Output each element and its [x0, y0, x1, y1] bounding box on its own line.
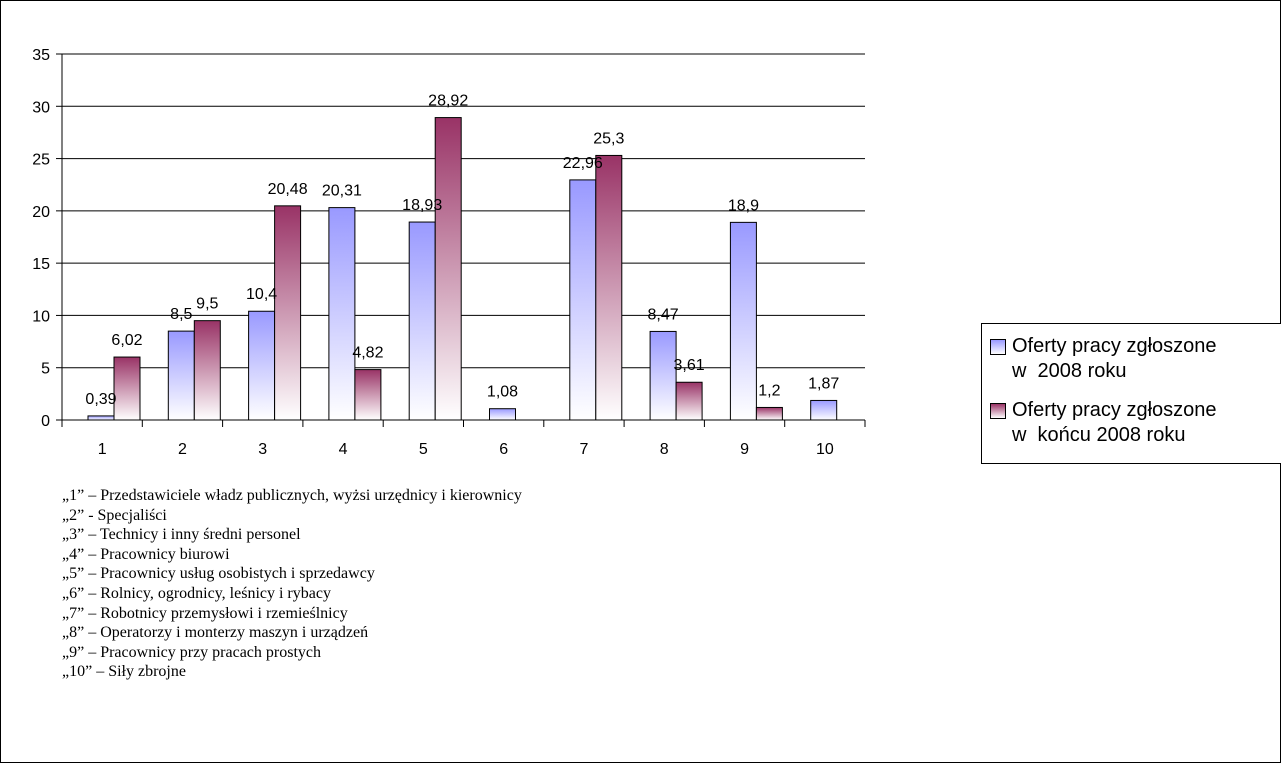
note-line-2: „2” - Specjaliści	[62, 506, 167, 524]
data-label-series-2-category-7: 25,3	[593, 130, 624, 147]
x-tick-label-9: 9	[740, 441, 749, 458]
bar-series-2-category-4	[354, 369, 382, 421]
note-line-4: „4” – Pracownicy biurowi	[62, 545, 230, 563]
x-tick-label-3: 3	[258, 441, 267, 458]
data-label-series-1-category-4: 20,31	[322, 183, 362, 200]
note-line-5: „5” – Pracownicy usług osobistych i sprz…	[62, 565, 375, 583]
category-notes: „1” – Przedstawiciele władz publicznych,…	[62, 486, 522, 682]
bar-series-2-category-1	[113, 356, 141, 421]
bar-series-2-category-3	[274, 205, 302, 421]
data-label-series-2-category-3: 20,48	[268, 181, 308, 198]
data-label-series-1-category-10: 1,87	[808, 375, 839, 392]
x-tick-label-10: 10	[816, 441, 834, 458]
legend-entry-series-1: Oferty pracy zgłoszone w 2008 roku	[990, 334, 1272, 384]
data-label-series-2-category-4: 4,82	[352, 345, 383, 362]
data-label-series-2-category-2: 9,5	[196, 296, 218, 313]
bar-series-1-category-10	[810, 399, 838, 421]
legend-label-series-2-line-2: w końcu 2008 roku	[1012, 424, 1186, 446]
x-tick-label-8: 8	[660, 441, 669, 458]
bar-series-1-category-4	[328, 207, 356, 421]
bar-series-1-category-8	[649, 330, 677, 421]
data-label-series-1-category-7: 22,96	[563, 155, 603, 172]
data-label-series-1-category-3: 10,4	[246, 286, 277, 303]
data-label-series-1-category-5: 18,93	[402, 197, 442, 214]
bar-series-2-category-8	[675, 381, 703, 421]
y-tick-label-0: 0	[41, 413, 50, 430]
legend-swatch-series-2	[990, 403, 1006, 419]
y-tick-label-25: 25	[32, 152, 50, 169]
bar-series-2-category-7	[595, 154, 623, 421]
y-tick-label-30: 30	[32, 99, 50, 116]
data-label-series-2-category-9: 1,2	[758, 382, 780, 399]
data-label-series-2-category-8: 3,61	[674, 357, 705, 374]
bar-series-2-category-5	[434, 117, 462, 421]
x-tick-label-5: 5	[419, 441, 428, 458]
note-line-9: „9” – Pracownicy przy pracach prostych	[62, 643, 321, 661]
legend: Oferty pracy zgłoszone w 2008 roku Ofert…	[981, 323, 1281, 464]
data-label-series-1-category-6: 1,08	[487, 384, 518, 401]
data-labels: 0,39 8,5 10,4 20,31 18,93 1,08 22,96 8,47 18,9 1,…	[85, 93, 839, 408]
x-tick-label-4: 4	[339, 441, 348, 458]
x-tick-label-6: 6	[499, 441, 508, 458]
y-tick-label-10: 10	[32, 308, 50, 325]
data-label-series-1-category-2: 8,5	[170, 306, 192, 323]
y-tick-label-35: 35	[32, 47, 50, 64]
legend-label-series-1: Oferty pracy zgłoszone w 2008 roku	[1012, 334, 1272, 384]
legend-label-series-1-line-1: Oferty pracy zgłoszone	[1012, 335, 1217, 357]
note-line-8: „8” – Operatorzy i monterzy maszyn i urz…	[62, 624, 369, 642]
legend-label-series-1-line-2: w 2008 roku	[1012, 360, 1127, 382]
data-label-series-1-category-1: 0,39	[85, 391, 116, 408]
legend-label-series-2: Oferty pracy zgłoszone w końcu 2008 roku	[1012, 398, 1272, 448]
bar-series-1-category-2	[167, 330, 195, 421]
note-line-1: „1” – Przedstawiciele władz publicznych,…	[62, 487, 522, 504]
bar-series-1-category-6	[489, 408, 516, 421]
x-tick-label-1: 1	[98, 441, 107, 458]
bar-series-1-category-3	[248, 310, 276, 421]
data-label-series-1-category-8: 8,47	[648, 306, 679, 323]
data-label-series-2-category-1: 6,02	[111, 332, 142, 349]
bar-series-2-category-9	[755, 406, 783, 421]
note-line-7: „7” – Robotnicy przemysłowi i rzemieślni…	[62, 604, 348, 622]
bar-series-1-category-5	[408, 221, 436, 421]
y-tick-label-20: 20	[32, 204, 50, 221]
bar-series-2-category-2	[193, 320, 221, 421]
bars	[87, 117, 838, 421]
note-line-6: „6” – Rolnicy, ogrodnicy, leśnicy i ryba…	[62, 584, 331, 602]
x-tick-label-2: 2	[178, 441, 187, 458]
bar-series-1-category-7	[569, 179, 597, 421]
note-line-10: „10” – Siły zbrojne	[62, 663, 186, 681]
bar-series-1-category-1	[87, 415, 115, 421]
x-tick-label-7: 7	[579, 441, 588, 458]
y-tick-label-5: 5	[41, 361, 50, 378]
bar-series-1-category-9	[729, 221, 757, 421]
legend-entry-series-2: Oferty pracy zgłoszone w końcu 2008 roku	[990, 398, 1272, 448]
data-label-series-2-category-5: 28,92	[428, 93, 468, 110]
legend-swatch-series-1	[990, 339, 1006, 355]
data-label-series-1-category-9: 18,9	[728, 197, 759, 214]
note-line-3: „3” – Technicy i inny średni personel	[62, 526, 301, 544]
axes: 0 5 10 15 20 25 30 35 1 2 3 4 5 6 7 8 9 10	[32, 47, 866, 458]
y-tick-label-15: 15	[32, 256, 50, 273]
legend-label-series-2-line-1: Oferty pracy zgłoszone	[1012, 399, 1217, 421]
